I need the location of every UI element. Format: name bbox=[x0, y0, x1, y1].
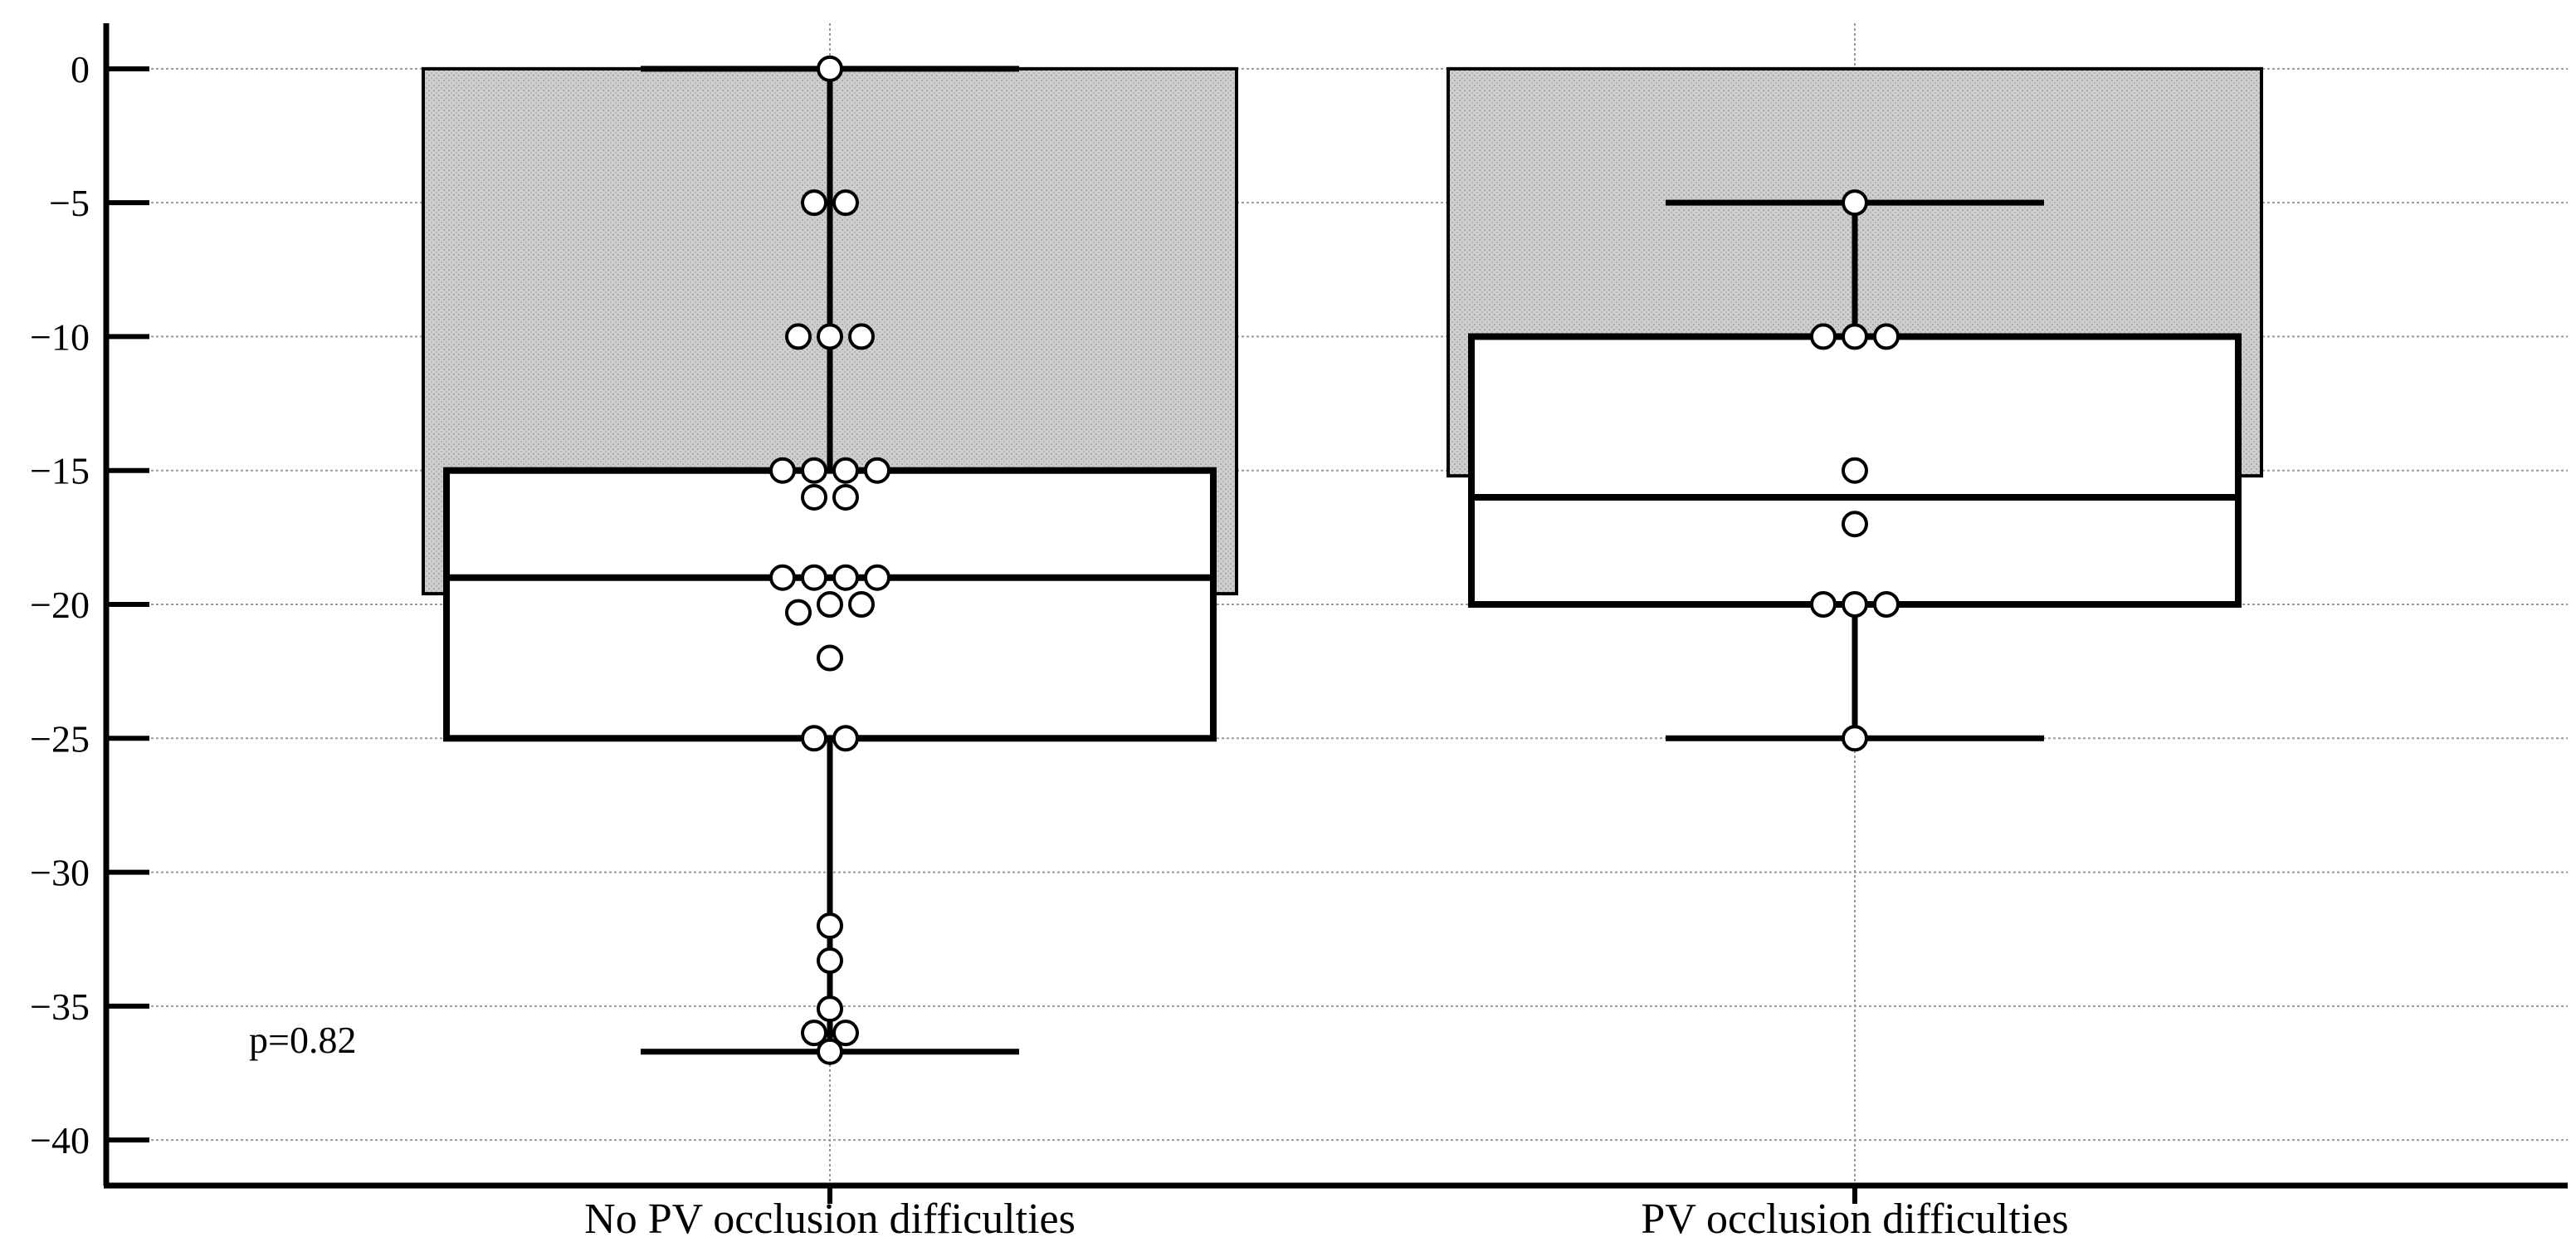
data-point bbox=[848, 591, 875, 618]
y-tick-label: −35 bbox=[30, 985, 90, 1028]
data-point bbox=[817, 591, 843, 618]
y-tick-label: −15 bbox=[30, 450, 90, 492]
axes: No PV occlusion difficulties PV occlusion… bbox=[30, 23, 2568, 1243]
data-points bbox=[769, 55, 1900, 1065]
data-point bbox=[785, 323, 812, 350]
y-tick-label: −5 bbox=[49, 182, 90, 224]
data-point bbox=[1842, 189, 1868, 217]
data-point bbox=[801, 457, 827, 484]
data-point bbox=[785, 599, 812, 626]
data-point bbox=[817, 323, 843, 350]
data-point bbox=[817, 55, 843, 82]
data-point bbox=[832, 457, 859, 484]
data-point bbox=[801, 725, 827, 752]
data-point bbox=[848, 323, 875, 350]
data-point bbox=[801, 483, 827, 511]
y-tick-label: 0 bbox=[71, 48, 90, 90]
data-point bbox=[1873, 591, 1900, 618]
data-point bbox=[1842, 511, 1868, 538]
y-tick-label: −40 bbox=[30, 1119, 90, 1161]
data-point bbox=[1810, 591, 1837, 618]
data-point bbox=[817, 995, 843, 1023]
y-tick-label: −10 bbox=[30, 315, 90, 358]
data-point bbox=[1842, 323, 1868, 350]
data-point bbox=[1842, 591, 1868, 618]
data-point bbox=[832, 483, 859, 511]
data-point bbox=[1842, 725, 1868, 752]
data-point bbox=[832, 725, 859, 752]
data-point bbox=[1842, 457, 1868, 484]
data-point bbox=[817, 644, 843, 672]
data-point bbox=[832, 1020, 859, 1047]
p-value-annotation: p=0.82 bbox=[249, 1019, 356, 1061]
data-point bbox=[769, 457, 796, 484]
data-point bbox=[801, 1020, 827, 1047]
data-point bbox=[817, 912, 843, 940]
data-point bbox=[817, 947, 843, 975]
data-point bbox=[1810, 323, 1837, 350]
data-point bbox=[832, 189, 859, 217]
data-point bbox=[864, 564, 890, 591]
data-point bbox=[801, 564, 827, 591]
y-tick-label: −30 bbox=[30, 852, 90, 894]
data-point bbox=[801, 189, 827, 217]
data-point bbox=[832, 564, 859, 591]
y-tick-label: −20 bbox=[30, 584, 90, 626]
y-tick-label: −25 bbox=[30, 717, 90, 760]
data-point bbox=[817, 1038, 843, 1065]
data-point bbox=[864, 457, 890, 484]
data-point bbox=[1873, 323, 1900, 350]
data-point bbox=[769, 564, 796, 591]
